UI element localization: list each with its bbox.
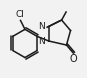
Text: O: O xyxy=(70,54,78,64)
Text: N: N xyxy=(38,22,45,31)
Text: Cl: Cl xyxy=(15,10,24,19)
Text: N: N xyxy=(38,37,45,46)
